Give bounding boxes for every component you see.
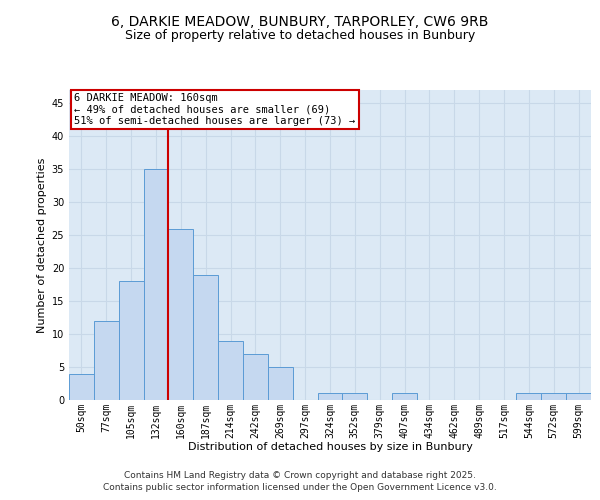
Bar: [243, 354, 268, 400]
Bar: [218, 340, 243, 400]
Y-axis label: Number of detached properties: Number of detached properties: [37, 158, 47, 332]
Bar: [517, 394, 541, 400]
Bar: [69, 374, 94, 400]
Bar: [392, 394, 417, 400]
Bar: [119, 282, 143, 400]
Bar: [268, 367, 293, 400]
Text: Size of property relative to detached houses in Bunbury: Size of property relative to detached ho…: [125, 30, 475, 43]
Bar: [193, 274, 218, 400]
Bar: [541, 394, 566, 400]
Text: Contains public sector information licensed under the Open Government Licence v3: Contains public sector information licen…: [103, 482, 497, 492]
Bar: [169, 228, 193, 400]
Text: Contains HM Land Registry data © Crown copyright and database right 2025.: Contains HM Land Registry data © Crown c…: [124, 472, 476, 480]
Bar: [143, 169, 169, 400]
Bar: [566, 394, 591, 400]
Bar: [94, 321, 119, 400]
X-axis label: Distribution of detached houses by size in Bunbury: Distribution of detached houses by size …: [188, 442, 472, 452]
Text: 6 DARKIE MEADOW: 160sqm
← 49% of detached houses are smaller (69)
51% of semi-de: 6 DARKIE MEADOW: 160sqm ← 49% of detache…: [74, 93, 355, 126]
Bar: [317, 394, 343, 400]
Bar: [343, 394, 367, 400]
Text: 6, DARKIE MEADOW, BUNBURY, TARPORLEY, CW6 9RB: 6, DARKIE MEADOW, BUNBURY, TARPORLEY, CW…: [112, 16, 488, 30]
